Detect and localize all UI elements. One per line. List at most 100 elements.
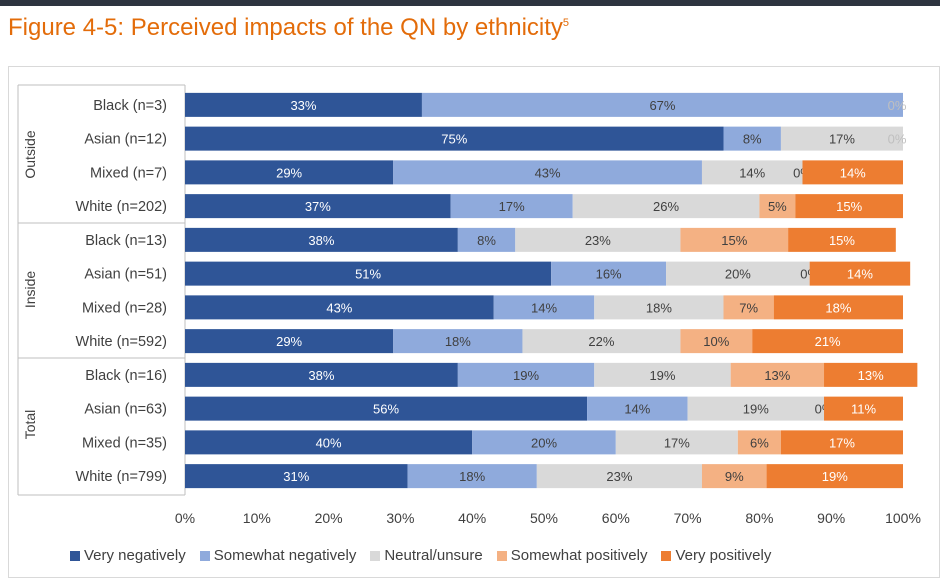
figure-title-text: Figure 4-5: Perceived impacts of the QN … [8, 14, 563, 41]
data-label: 29% [276, 334, 302, 349]
data-label: 18% [825, 300, 851, 315]
legend-label: Somewhat positively [510, 547, 648, 564]
bar-segment [393, 329, 523, 354]
category-label: White (n=592) [76, 334, 167, 350]
bar-segment [407, 464, 537, 489]
bar-segment [185, 227, 458, 252]
x-tick-label: 60% [602, 510, 630, 526]
bar-segment [788, 227, 896, 252]
data-label: 11% [851, 402, 876, 417]
category-label: Asian (n=12) [84, 132, 167, 148]
data-label: 67% [649, 98, 675, 113]
data-label: 40% [316, 435, 342, 450]
bar-segment [421, 92, 903, 117]
data-label: 14% [531, 300, 557, 315]
bar-segment [393, 160, 702, 185]
legend-label: Very positively [675, 547, 772, 564]
bar-segment [572, 194, 760, 219]
data-label: 20% [725, 267, 751, 282]
data-label: 17% [499, 199, 525, 214]
bar-segment [723, 295, 774, 320]
data-label: 20% [531, 435, 557, 450]
bar-segment [802, 160, 903, 185]
data-label: 31% [283, 469, 309, 484]
bar-segment [701, 160, 803, 185]
bar-segment [587, 396, 688, 421]
legend-swatch [496, 550, 507, 561]
data-label: 15% [721, 233, 747, 248]
legend-item: Neutral/unsure [370, 547, 483, 564]
bar-segment [795, 194, 903, 219]
top-bar [0, 0, 940, 6]
data-label: 22% [588, 334, 614, 349]
bar-segment [551, 261, 667, 286]
data-label: 19% [743, 402, 769, 417]
legend-item: Somewhat negatively [199, 547, 357, 564]
data-label: 15% [829, 233, 855, 248]
category-label: Mixed (n=7) [90, 165, 167, 181]
bar-segment [472, 430, 616, 455]
bar-segment [185, 92, 422, 117]
data-label: 14% [624, 402, 650, 417]
bar-segment [450, 194, 573, 219]
bar-segment [680, 329, 753, 354]
bar-segment [780, 430, 903, 455]
bar-segment [615, 430, 738, 455]
category-label: Black (n=16) [85, 368, 167, 384]
bar-segment [701, 464, 767, 489]
category-label: White (n=202) [76, 199, 167, 215]
data-label: 33% [290, 98, 316, 113]
data-label: 5% [768, 199, 787, 214]
data-label: 14% [840, 165, 866, 180]
data-label: 13% [764, 368, 790, 383]
data-label: 38% [308, 368, 334, 383]
data-label: 0% [888, 98, 907, 113]
x-tick-label: 90% [817, 510, 845, 526]
figure-title: Figure 4-5: Perceived impacts of the QN … [8, 14, 569, 42]
legend-label: Somewhat negatively [213, 547, 357, 564]
bar-segment [824, 362, 918, 387]
bar-segment [185, 464, 408, 489]
legend-label: Neutral/unsure [384, 547, 483, 564]
category-label: Asian (n=63) [84, 402, 167, 418]
bar-segment [457, 362, 595, 387]
legend-swatch [70, 550, 80, 561]
bar-segment [824, 396, 903, 421]
legend-label: Very negatively [84, 547, 186, 564]
data-label: 17% [829, 435, 855, 450]
category-label: Mixed (n=35) [82, 435, 167, 451]
bar-segment [185, 126, 724, 151]
data-label: 19% [649, 368, 675, 383]
bar-segment [773, 295, 903, 320]
x-tick-label: 30% [386, 510, 414, 526]
bar-segment [185, 329, 394, 354]
legend-item: Somewhat positively [496, 547, 648, 564]
data-label: 21% [815, 334, 841, 349]
data-label: 37% [305, 199, 331, 214]
data-label: 10% [703, 334, 729, 349]
bar-segment [666, 261, 810, 286]
bar-segment [185, 295, 494, 320]
bar-segment [457, 227, 516, 252]
data-label: 16% [596, 267, 622, 282]
bar-segment [185, 261, 552, 286]
bar-segment [687, 396, 825, 421]
bar-segment [515, 227, 681, 252]
legend-item: Very negatively [70, 547, 186, 564]
group-label: Total [22, 410, 38, 440]
category-label: White (n=799) [76, 469, 167, 485]
bar-segment [185, 160, 394, 185]
data-label: 0% [888, 132, 907, 147]
x-tick-label: 0% [175, 510, 195, 526]
data-label: 56% [373, 402, 399, 417]
data-label: 8% [477, 233, 496, 248]
data-label: 14% [847, 267, 873, 282]
figure-title-superscript: 5 [562, 17, 570, 29]
bar-segment [185, 396, 588, 421]
x-tick-label: 70% [674, 510, 702, 526]
category-label: Black (n=13) [85, 233, 167, 249]
group-label: Inside [22, 271, 38, 309]
bar-segment [536, 464, 702, 489]
bar-segment [594, 295, 724, 320]
x-tick-label: 40% [458, 510, 486, 526]
